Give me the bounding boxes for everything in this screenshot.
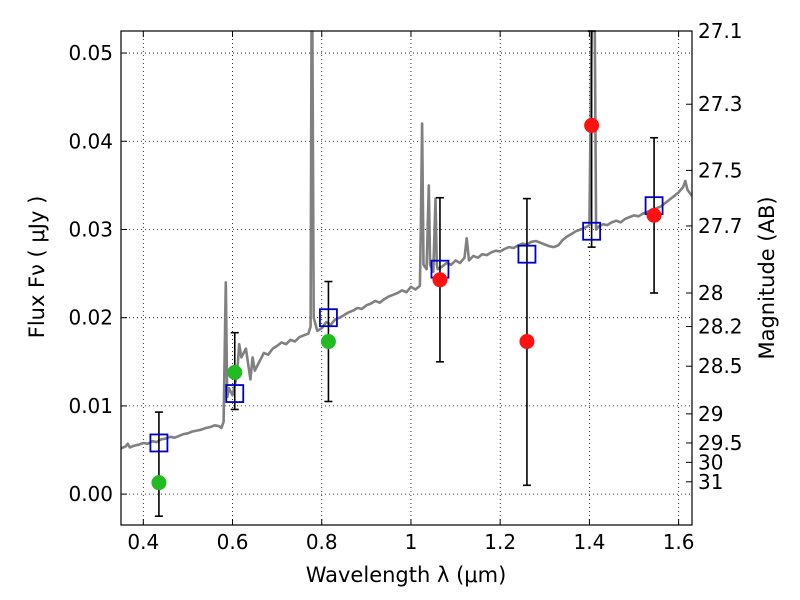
red-data-point	[432, 272, 448, 288]
red-data-point	[584, 117, 600, 133]
axes: 0.4 0.6 0.8 1 1.2 1.4 1.6 0.00 0.01 0.02 0.03 0.04 0…	[68, 19, 742, 554]
model-square-point	[582, 221, 602, 241]
right-tick-label: 27.7	[698, 214, 743, 238]
x-tick-label: 0.4	[127, 530, 159, 554]
right-tick-label: 30	[698, 450, 723, 474]
x-tick-label: 1.4	[573, 530, 605, 554]
green-data-point	[151, 475, 167, 491]
green-data-point	[320, 334, 336, 350]
y-tick-label: 0.05	[68, 41, 113, 65]
y-tick-label: 0.04	[68, 129, 113, 153]
markers	[149, 30, 664, 517]
green-data-point	[227, 364, 243, 380]
spectrum-line	[121, 31, 692, 450]
x-tick-label: 0.8	[306, 530, 338, 554]
plot-area	[121, 31, 692, 450]
right-tick-label: 28.5	[698, 354, 743, 378]
right-tick-label: 31	[698, 470, 723, 494]
axes-frame	[120, 30, 693, 526]
y-tick-label: 0.02	[68, 306, 113, 330]
right-tick-label: 28	[698, 281, 723, 305]
x-tick-label: 1.6	[663, 530, 695, 554]
grid	[121, 31, 692, 525]
right-tick-label: 28.2	[698, 315, 743, 339]
model-square-point	[517, 244, 537, 264]
x-axis-label: Wavelength λ (μm)	[306, 563, 507, 587]
right-tick-label: 27.3	[698, 92, 743, 116]
right-tick-label: 27.1	[698, 19, 743, 43]
x-tick-label: 0.6	[217, 530, 249, 554]
y-tick-label: 0.00	[68, 482, 113, 506]
x-tick-label: 1	[405, 530, 418, 554]
y-axis-label: Flux Fν ( μJy )	[25, 196, 49, 339]
x-tick-label: 1.2	[484, 530, 516, 554]
model-square-point	[319, 308, 338, 328]
y-tick-label: 0.03	[68, 217, 113, 241]
right-axis-label: Magnitude (AB)	[755, 196, 779, 359]
right-tick-label: 27.5	[698, 158, 743, 182]
right-tick-label: 29.5	[698, 431, 743, 455]
model-square-point	[225, 384, 245, 403]
right-tick-label: 29	[698, 402, 723, 426]
red-data-point	[519, 334, 535, 350]
y-tick-label: 0.01	[68, 394, 113, 418]
red-data-point	[646, 207, 662, 223]
model-square-point	[149, 433, 169, 453]
